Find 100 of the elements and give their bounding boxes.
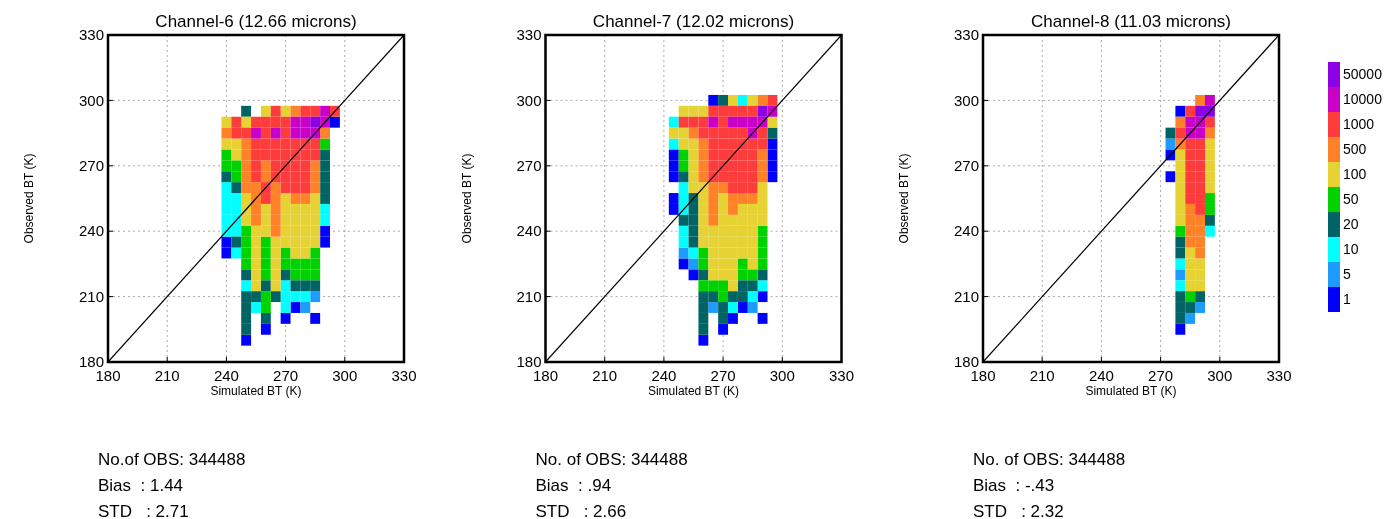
point xyxy=(1195,280,1205,292)
point xyxy=(241,182,252,194)
y-tick-label: 330 xyxy=(78,26,104,44)
point xyxy=(737,269,748,281)
point xyxy=(260,269,271,281)
point xyxy=(260,171,271,183)
point xyxy=(260,225,271,237)
point xyxy=(1205,160,1215,172)
point xyxy=(320,171,330,183)
point xyxy=(251,225,261,237)
point xyxy=(310,203,321,215)
point xyxy=(290,280,301,292)
point xyxy=(280,280,291,292)
point xyxy=(1205,116,1215,128)
point xyxy=(310,236,321,248)
chart-title: Channel-8 (11.03 microns) xyxy=(1031,12,1231,31)
point xyxy=(757,247,768,259)
point xyxy=(1185,236,1196,248)
point xyxy=(718,116,729,128)
point xyxy=(280,127,291,139)
point xyxy=(1195,258,1205,270)
point xyxy=(1205,225,1215,237)
point xyxy=(767,149,778,161)
point xyxy=(310,312,321,324)
point xyxy=(737,193,748,204)
point xyxy=(718,269,729,281)
point xyxy=(678,214,689,226)
point xyxy=(290,302,301,313)
point xyxy=(747,302,758,313)
point xyxy=(290,214,301,226)
point xyxy=(260,203,271,215)
point xyxy=(757,94,768,106)
point xyxy=(270,236,281,248)
point xyxy=(270,160,281,172)
point xyxy=(1185,280,1196,292)
point xyxy=(280,312,291,324)
text: Bias : -.43 xyxy=(973,476,1055,495)
point xyxy=(320,203,330,215)
point xyxy=(698,334,709,346)
point xyxy=(251,258,261,270)
point xyxy=(330,116,340,128)
point xyxy=(1205,214,1215,226)
point xyxy=(1175,302,1186,313)
point xyxy=(737,105,748,117)
point xyxy=(221,127,232,139)
point xyxy=(300,160,311,172)
point xyxy=(260,291,271,303)
point xyxy=(320,225,330,237)
text: No. of OBS: 344488 xyxy=(973,450,1126,469)
legend-label: 10 xyxy=(1343,241,1359,258)
point xyxy=(300,105,311,117)
point xyxy=(1175,247,1186,259)
point xyxy=(270,105,281,117)
point xyxy=(260,323,271,335)
point xyxy=(678,138,689,150)
text: No. of OBS: 344488 xyxy=(535,450,688,469)
point xyxy=(718,302,729,313)
point xyxy=(678,258,689,270)
point xyxy=(1175,127,1186,139)
point xyxy=(757,171,768,183)
point xyxy=(1205,127,1215,139)
point xyxy=(300,225,311,237)
point xyxy=(300,193,311,204)
x-axis-title: Simulated BT (K) xyxy=(210,384,302,398)
point xyxy=(718,105,729,117)
point xyxy=(698,291,709,303)
point xyxy=(320,214,330,226)
x-tick-label: 300 xyxy=(769,367,795,384)
x-tick-label: 270 xyxy=(1148,367,1174,384)
point xyxy=(310,160,321,172)
point xyxy=(757,138,768,150)
point xyxy=(767,160,778,172)
point xyxy=(728,312,738,324)
point xyxy=(231,225,242,237)
point xyxy=(241,193,252,204)
point xyxy=(310,171,321,183)
point xyxy=(251,291,261,303)
y-tick-label: 240 xyxy=(953,222,979,240)
point xyxy=(688,258,699,270)
point xyxy=(290,105,301,117)
point xyxy=(718,247,729,259)
point xyxy=(300,127,311,139)
point xyxy=(280,105,291,117)
point xyxy=(280,302,291,313)
point xyxy=(290,258,301,270)
point xyxy=(260,116,271,128)
point xyxy=(280,203,291,215)
point xyxy=(290,160,301,172)
point xyxy=(668,149,679,161)
point xyxy=(251,280,261,292)
y-tick-label: 330 xyxy=(516,26,542,44)
point xyxy=(747,94,758,106)
point xyxy=(310,247,321,259)
point xyxy=(241,149,252,161)
point xyxy=(1185,214,1196,226)
point xyxy=(310,214,321,226)
x-tick-label: 240 xyxy=(651,367,677,384)
point xyxy=(300,182,311,194)
x-tick-label: 240 xyxy=(213,367,239,384)
point xyxy=(221,193,232,204)
